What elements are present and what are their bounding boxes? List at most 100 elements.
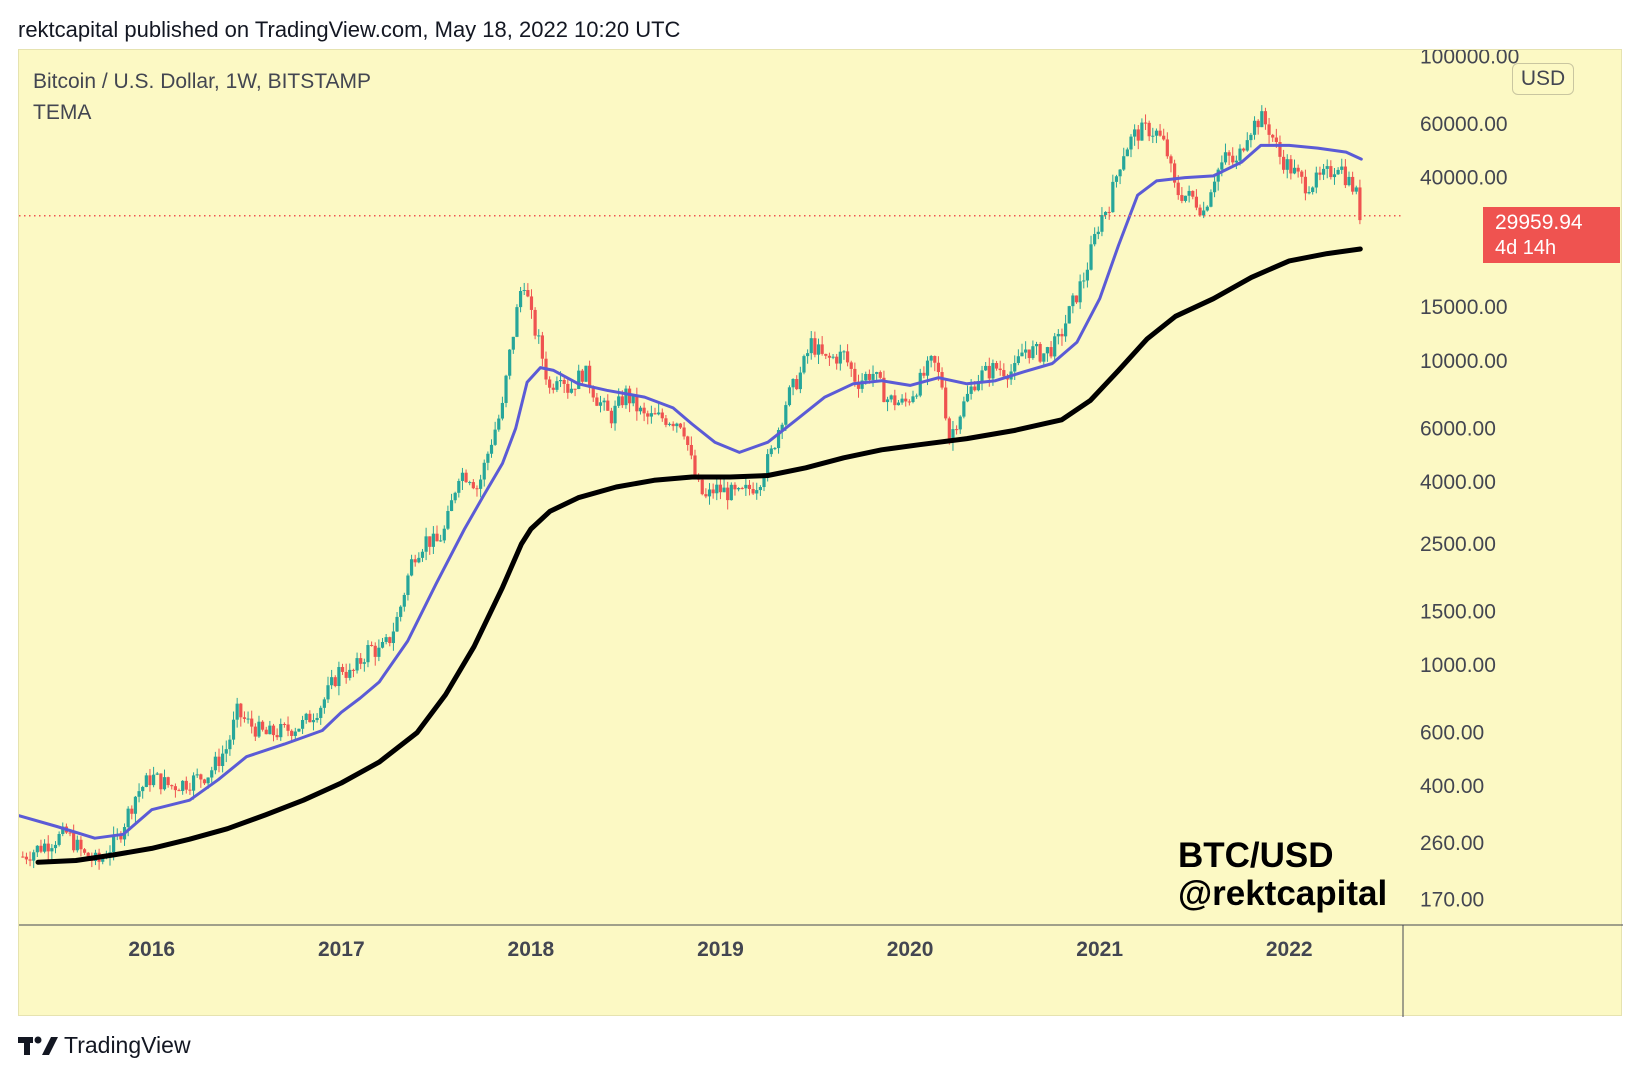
candle-body: [21, 856, 25, 858]
candle-body: [1122, 156, 1126, 170]
candle-body: [1289, 159, 1293, 174]
candle-body: [1136, 129, 1140, 141]
candle-body: [202, 779, 207, 784]
candle-body: [286, 724, 290, 731]
candle-body: [835, 356, 839, 364]
candle-body: [617, 396, 621, 406]
y-tick-label: 260.00: [1420, 832, 1484, 855]
candle-body: [1245, 140, 1249, 151]
candle-body: [802, 356, 806, 373]
candle-body: [994, 363, 999, 369]
candle-body: [860, 380, 864, 389]
candle-body: [1118, 169, 1122, 177]
y-tick-label: 1500.00: [1420, 601, 1496, 624]
candle-body: [130, 808, 134, 814]
candle-body: [704, 494, 708, 497]
candle-body: [824, 353, 828, 356]
candle-body: [1271, 134, 1275, 138]
candle-body: [1194, 196, 1199, 208]
y-tick-label: 60000.00: [1420, 113, 1508, 136]
candle-body: [864, 373, 868, 381]
candle-body: [577, 370, 581, 390]
candle-body: [1049, 347, 1053, 357]
candle-body: [1111, 181, 1115, 213]
currency-badge[interactable]: USD: [1512, 63, 1574, 95]
candle-body: [831, 356, 835, 358]
candle-body: [1143, 122, 1148, 124]
candle-body: [53, 844, 58, 849]
candle-body: [649, 413, 653, 417]
candle-body: [1252, 120, 1257, 135]
candle-body: [253, 726, 257, 737]
candle-body: [1056, 333, 1060, 337]
candle-body: [871, 373, 875, 380]
candle-body: [159, 773, 163, 790]
candle-body: [885, 399, 890, 403]
candle-body: [1303, 176, 1308, 194]
candle-body: [1020, 352, 1024, 357]
last-price-value: 29959.94: [1495, 211, 1583, 234]
candle-body: [1292, 167, 1297, 174]
candle-body: [1063, 323, 1068, 337]
candle-body: [758, 487, 762, 491]
candle-body: [646, 413, 650, 417]
indicator-legend[interactable]: TEMA: [33, 101, 92, 124]
candle-body: [449, 500, 454, 512]
candle-body: [137, 791, 141, 797]
candle-body: [1321, 168, 1326, 175]
candle-body: [584, 365, 588, 382]
candle-body: [1180, 195, 1184, 201]
candle-body: [228, 739, 232, 750]
y-tick-label: 600.00: [1420, 722, 1484, 745]
candle-body: [257, 721, 261, 737]
candle-body: [359, 658, 363, 664]
chart-svg[interactable]: 100000.00 60000.00 40000.00 15000.00 10000.0…: [19, 50, 1623, 1017]
footer-brand[interactable]: TradingView: [18, 1032, 191, 1059]
candle-body: [1238, 148, 1242, 161]
candle-body: [82, 849, 87, 853]
candle-body: [206, 777, 210, 784]
chart-area[interactable]: 100000.00 60000.00 40000.00 15000.00 10000.0…: [18, 49, 1623, 1017]
candle-body: [500, 402, 505, 419]
candle-body: [1325, 166, 1329, 169]
candle-body: [457, 480, 461, 493]
candle-body: [1096, 231, 1100, 235]
candle-body: [1343, 166, 1347, 186]
candle-body: [162, 777, 167, 790]
candle-body: [166, 777, 170, 786]
candle-body: [300, 719, 305, 729]
candle-body: [849, 362, 853, 369]
candle-body: [279, 723, 283, 738]
candle-body: [293, 731, 297, 736]
candle-body: [529, 296, 534, 310]
candle-body: [1031, 346, 1035, 359]
candle-body: [504, 375, 508, 403]
candle-body: [638, 407, 643, 412]
candle-body: [453, 492, 457, 501]
candle-body: [729, 484, 733, 501]
candle-body: [1191, 190, 1195, 197]
candle-body: [340, 667, 345, 672]
candle-body: [1358, 187, 1362, 221]
candle-body: [184, 780, 188, 790]
x-tick-label: 2019: [697, 938, 744, 961]
candle-body: [740, 488, 744, 490]
candle-body: [344, 671, 348, 678]
candle-body: [119, 834, 123, 840]
candle-body: [1024, 349, 1028, 353]
symbol-legend[interactable]: Bitcoin / U.S. Dollar, 1W, BITSTAMP: [33, 70, 372, 93]
candle-body: [268, 725, 272, 735]
footer-brand-text: TradingView: [64, 1032, 191, 1058]
candle-body: [471, 482, 475, 489]
candle-body: [464, 472, 468, 483]
candle-body: [991, 363, 995, 379]
candle-body: [627, 388, 632, 404]
candle-body: [686, 436, 690, 445]
candle-body: [1347, 176, 1351, 186]
candle-body: [406, 575, 410, 595]
candle-body: [624, 388, 628, 406]
candle-body: [191, 775, 196, 791]
y-tick-label: 40000.00: [1420, 167, 1508, 190]
y-tick-label: 4000.00: [1420, 471, 1496, 494]
x-tick-label: 2016: [128, 938, 175, 961]
